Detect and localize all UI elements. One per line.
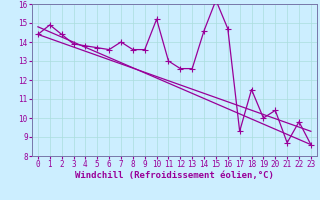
X-axis label: Windchill (Refroidissement éolien,°C): Windchill (Refroidissement éolien,°C)	[75, 171, 274, 180]
